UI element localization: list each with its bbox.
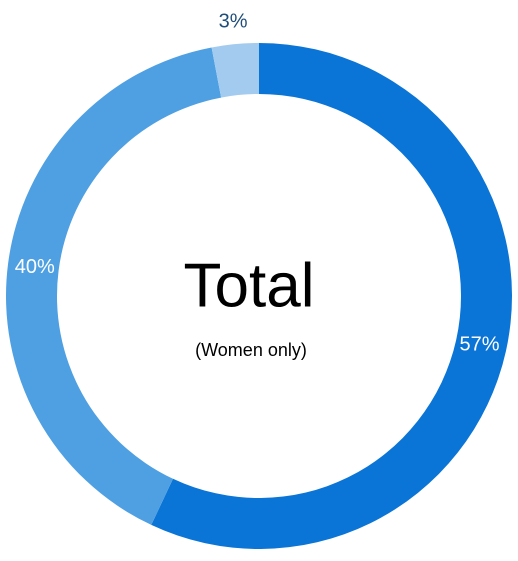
- chart-title: Total: [184, 251, 315, 320]
- donut-slice: [5, 47, 222, 525]
- chart-subtitle: (Women only): [195, 340, 307, 360]
- donut-slice: [151, 43, 512, 549]
- data-label: 57%: [460, 334, 500, 356]
- donut-slice: [211, 43, 259, 98]
- data-label: 3%: [219, 11, 248, 33]
- data-label: 40%: [15, 256, 55, 278]
